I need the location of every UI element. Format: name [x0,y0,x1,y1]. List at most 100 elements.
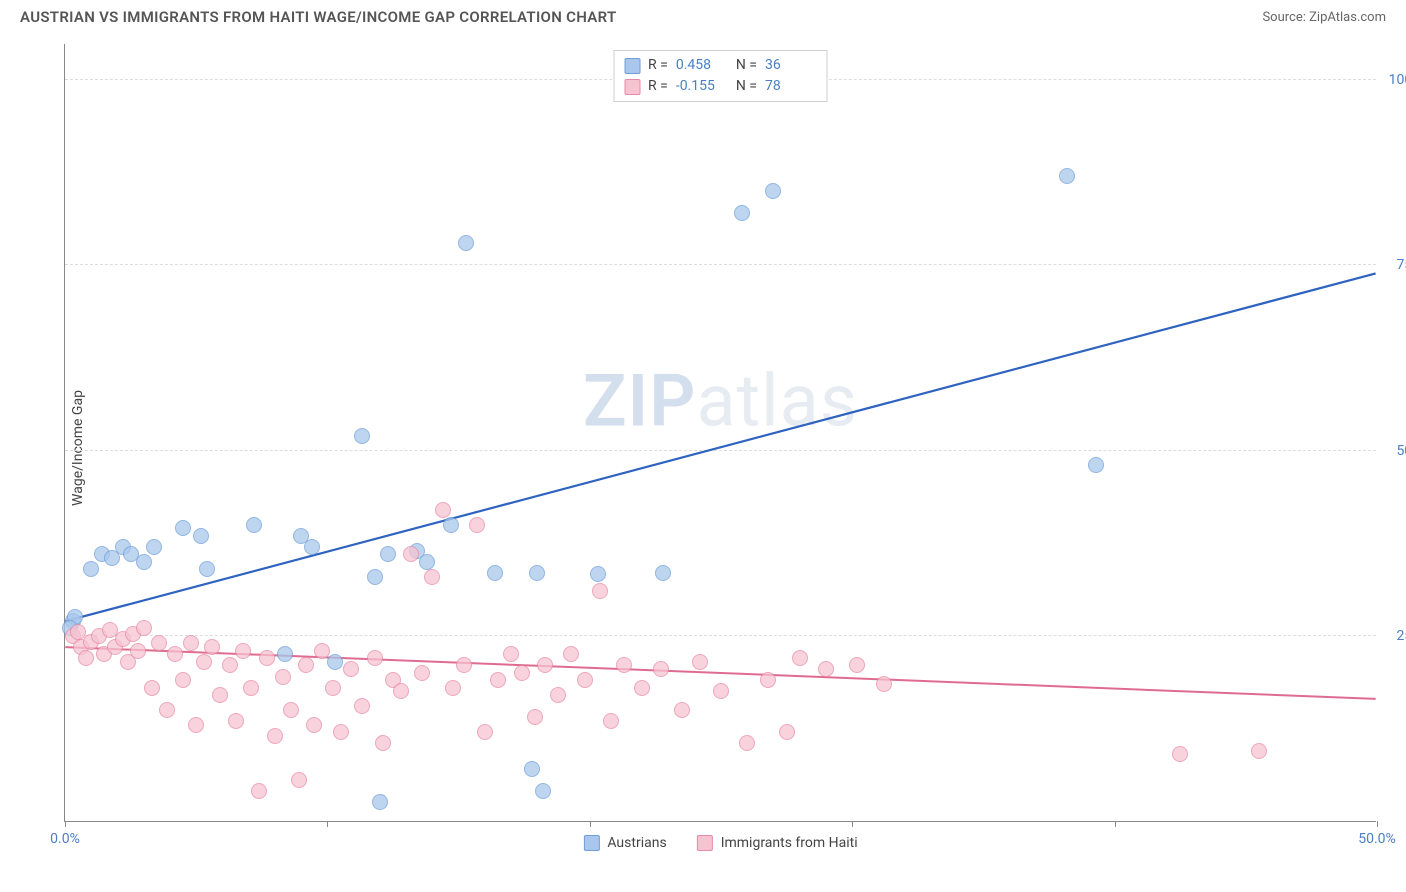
bottom-legend: Austrians Immigrants from Haiti [583,835,857,851]
source-link[interactable]: ZipAtlas.com [1309,10,1386,25]
data-point [529,565,545,581]
gridline [65,635,1376,636]
n-label: N = [736,55,757,76]
data-point [144,680,160,696]
data-point [537,657,553,673]
data-point [445,680,461,696]
data-point [503,646,519,662]
data-point [291,772,307,788]
r-value: 0.458 [676,55,728,76]
data-point [592,583,608,599]
data-point [146,539,162,555]
data-point [375,735,391,751]
data-point [228,713,244,729]
data-point [577,672,593,688]
x-tick [1377,821,1378,827]
data-point [424,569,440,585]
trend-line [65,273,1375,621]
data-point [456,657,472,673]
data-point [175,672,191,688]
y-tick-label: 25.0% [1396,628,1406,644]
watermark-rest: atlas [696,359,858,444]
watermark-bold: ZIP [583,359,696,444]
legend-item: Austrians [583,835,666,851]
data-point [306,717,322,733]
data-point [246,517,262,533]
data-point [487,565,503,581]
data-point [372,794,388,810]
x-tick [327,821,328,827]
r-label: R = [648,76,668,97]
data-point [655,565,671,581]
data-point [251,783,267,799]
data-point [130,643,146,659]
legend-item: Immigrants from Haiti [697,835,858,851]
data-point [325,680,341,696]
data-point [275,669,291,685]
data-point [1172,746,1188,762]
data-point [151,635,167,651]
data-point [490,672,506,688]
data-point [435,502,451,518]
data-point [175,520,191,536]
data-point [734,205,750,221]
y-tick-label: 100.0% [1389,72,1406,88]
n-label: N = [736,76,757,97]
legend-swatch [583,835,599,851]
data-point [414,665,430,681]
data-point [380,546,396,562]
data-point [739,735,755,751]
data-point [849,657,865,673]
source-attribution: Source: ZipAtlas.com [1262,10,1386,25]
data-point [277,646,293,662]
chart-area: Wage/Income Gap ZIPatlas 25.0%50.0%75.0%… [50,38,1390,858]
y-tick-label: 75.0% [1396,257,1406,273]
data-point [393,683,409,699]
data-point [343,661,359,677]
data-point [514,665,530,681]
data-point [78,650,94,666]
data-point [259,650,275,666]
data-point [653,661,669,677]
stats-row: R =0.458N =36 [624,55,817,76]
data-point [314,643,330,659]
data-point [267,728,283,744]
series-swatch [624,58,640,74]
watermark: ZIPatlas [583,359,858,444]
data-point [327,654,343,670]
n-value: 78 [765,76,817,97]
data-point [136,554,152,570]
x-tick [852,821,853,827]
data-point [792,650,808,666]
data-point [1059,168,1075,184]
data-point [458,235,474,251]
scatter-plot: ZIPatlas 25.0%50.0%75.0%100.0%0.0%50.0%R… [64,44,1376,822]
data-point [477,724,493,740]
n-value: 36 [765,55,817,76]
x-tick [590,821,591,827]
data-point [354,428,370,444]
data-point [304,539,320,555]
data-point [159,702,175,718]
data-point [367,650,383,666]
data-point [183,635,199,651]
data-point [212,687,228,703]
data-point [204,639,220,655]
data-point [469,517,485,533]
y-tick-label: 50.0% [1396,443,1406,459]
data-point [243,680,259,696]
stats-legend: R =0.458N =36R =-0.155N =78 [613,50,828,102]
data-point [136,620,152,636]
data-point [760,672,776,688]
data-point [419,554,435,570]
x-tick-label: 0.0% [50,831,80,847]
data-point [403,546,419,562]
data-point [1088,457,1104,473]
data-point [524,761,540,777]
data-point [1251,743,1267,759]
data-point [634,680,650,696]
stats-row: R =-0.155N =78 [624,76,817,97]
data-point [283,702,299,718]
data-point [527,709,543,725]
data-point [765,183,781,199]
